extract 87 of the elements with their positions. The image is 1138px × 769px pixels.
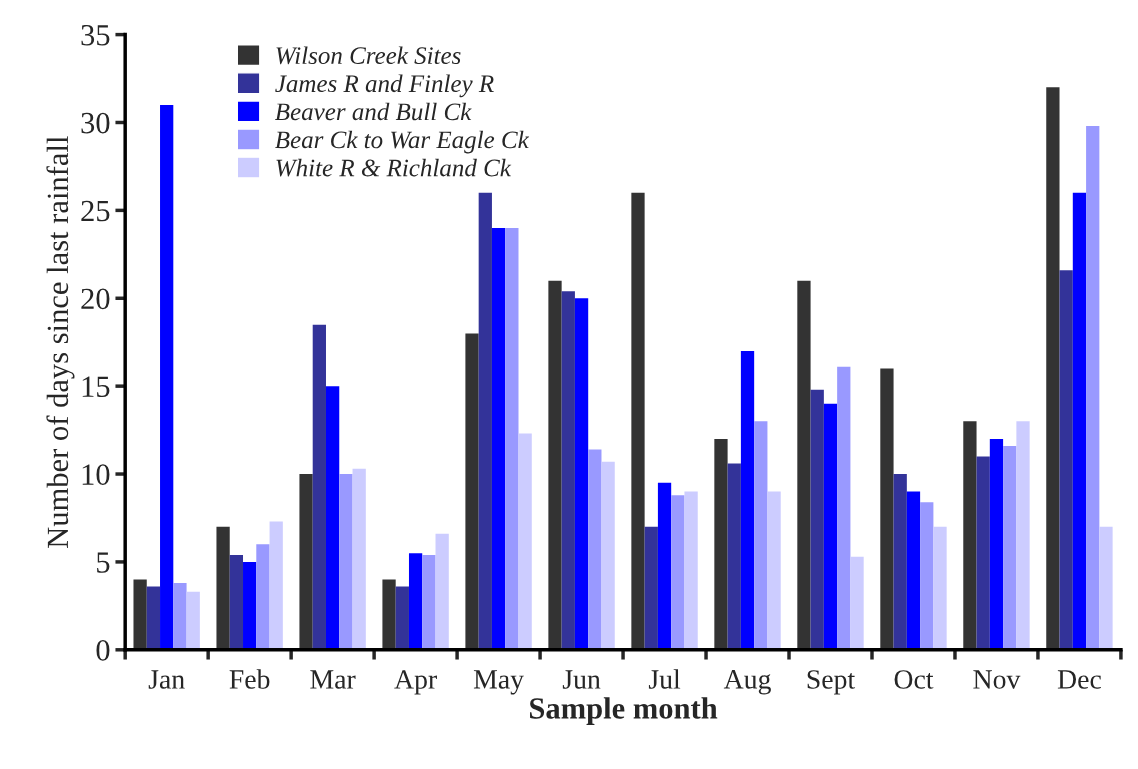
bar (1099, 526, 1113, 650)
bar (588, 449, 602, 650)
bar (216, 526, 230, 650)
bar (976, 456, 990, 650)
bar (797, 280, 811, 650)
bar (671, 495, 685, 650)
bar (382, 579, 396, 650)
bar (422, 554, 436, 650)
bar (880, 368, 894, 650)
x-tick-label: Jun (562, 670, 601, 689)
bar (160, 104, 174, 650)
bar (478, 192, 492, 650)
y-tick-label: 20 (81, 288, 110, 310)
bar (810, 389, 824, 650)
bar (989, 438, 1004, 650)
x-tick-label: Oct (894, 670, 934, 689)
x-tick-label: Jul (648, 669, 681, 689)
bar (352, 468, 366, 650)
bar (408, 553, 423, 650)
bar (229, 554, 244, 650)
y-tick-label: 25 (81, 200, 110, 222)
bar (1072, 192, 1087, 650)
bar (893, 474, 907, 650)
bar (601, 461, 615, 650)
bar (256, 544, 270, 650)
bar (920, 502, 934, 650)
bar (754, 421, 768, 650)
bar (173, 583, 187, 650)
y-tick-label: 30 (81, 112, 110, 134)
bar (933, 526, 947, 650)
bar (727, 463, 741, 650)
bar (518, 433, 532, 650)
bar (339, 474, 353, 650)
x-tick-label: Sept (807, 670, 856, 695)
bar (186, 591, 200, 650)
y-tick-label: 5 (97, 552, 110, 573)
x-tick-label: Mar (310, 670, 356, 689)
y-tick-label: 15 (82, 376, 110, 398)
y-tick-label: 0 (96, 640, 110, 661)
x-tick-label: Dec (1057, 670, 1101, 689)
bar (850, 556, 864, 650)
bar (269, 521, 283, 650)
y-tick-label: 10 (82, 464, 110, 485)
bar (574, 298, 589, 650)
bar (491, 227, 506, 650)
bar (1016, 421, 1030, 650)
bar (1046, 87, 1060, 650)
x-tick-label: Nov (973, 670, 1021, 689)
bar (465, 333, 479, 650)
bar (395, 586, 409, 650)
bar (548, 280, 562, 650)
bar (146, 586, 161, 650)
bar (684, 491, 698, 650)
y-tick-label: 35 (81, 24, 110, 46)
bar (1059, 270, 1073, 650)
bar (657, 482, 672, 650)
bar (1086, 126, 1100, 650)
x-axis-title: Sample month (530, 697, 718, 725)
bar (505, 227, 519, 650)
bar (299, 474, 313, 650)
bar (906, 491, 921, 650)
x-tick-label: May (473, 670, 524, 695)
bar (561, 291, 575, 650)
bar (644, 526, 658, 650)
x-tick-label: Aug (723, 670, 771, 695)
bar (837, 366, 851, 650)
x-tick-label: Apr (394, 670, 437, 695)
legend-label: Bear Ck to War Eagle Ck (275, 130, 530, 154)
bar (767, 491, 781, 650)
bar (963, 421, 977, 650)
bar (823, 403, 838, 650)
bar (631, 192, 645, 650)
bar (133, 579, 147, 650)
legend-label: Wilson Creek Sites (276, 46, 461, 65)
legend-label: White R & Richland Ck (276, 158, 512, 177)
bar (740, 350, 755, 650)
legend-label: James R and Finley R (275, 74, 494, 98)
x-tick-label: Feb (229, 669, 270, 689)
bar (435, 533, 449, 650)
bar (312, 324, 326, 650)
x-tick-label: Jan (148, 670, 185, 689)
bar (714, 438, 728, 650)
bar (1003, 445, 1017, 650)
bar (243, 561, 257, 650)
legend-label: Beaver and Bull Ck (275, 102, 472, 121)
y-axis-title: Number of days since last rainfall (46, 136, 75, 548)
bar (325, 386, 340, 650)
